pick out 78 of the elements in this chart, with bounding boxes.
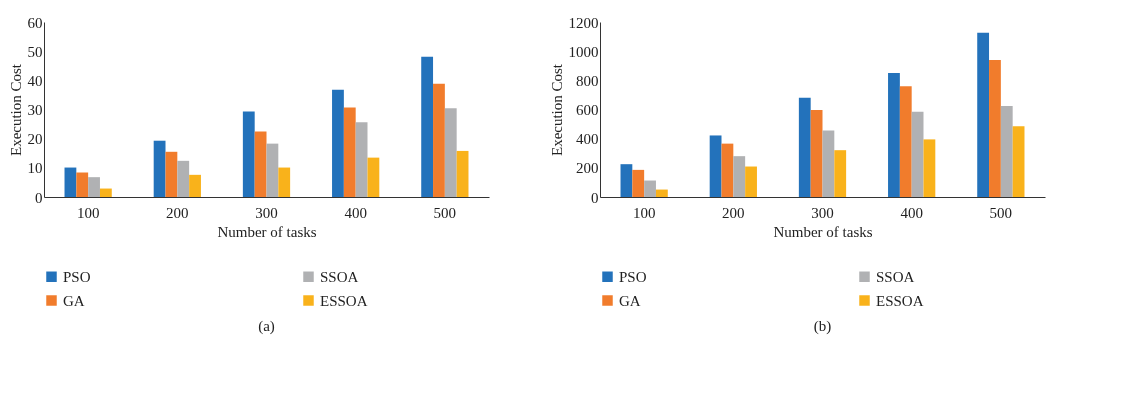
bar <box>367 157 380 197</box>
bar <box>810 110 823 197</box>
x-tick-label: 400 <box>344 204 367 221</box>
legend-label: GA <box>619 292 641 309</box>
bar <box>620 164 633 197</box>
bar <box>977 32 990 197</box>
y-tick-label: 800 <box>576 72 599 89</box>
y-tick-label: 0 <box>35 189 43 206</box>
x-tick-label: 300 <box>811 204 834 221</box>
y-axis-title: Execution Cost <box>548 63 565 157</box>
y-tick-label: 1000 <box>568 43 599 60</box>
bar <box>165 151 178 197</box>
x-tick-label: 100 <box>632 204 656 221</box>
x-tick-label: 100 <box>76 204 100 221</box>
x-axis-title: Number of tasks <box>217 223 317 240</box>
legend-label: SSOA <box>320 268 359 285</box>
bar <box>989 59 1001 197</box>
bar <box>266 143 279 197</box>
y-tick-label: 1200 <box>568 14 599 31</box>
legend-label: PSO <box>63 268 91 285</box>
x-tick-label: 200 <box>166 204 189 221</box>
text: (b) <box>813 318 832 335</box>
bar <box>343 107 356 197</box>
legend-label: GA <box>63 292 85 309</box>
bar <box>655 189 668 197</box>
bar <box>822 130 835 197</box>
bar <box>332 89 344 197</box>
y-tick-label: 10 <box>27 160 43 177</box>
legend-label: PSO <box>619 268 647 285</box>
bar <box>189 174 201 197</box>
y-tick-label: 20 <box>27 131 43 148</box>
bar <box>88 177 100 197</box>
bar <box>355 122 368 197</box>
y-tick-label: 0 <box>591 189 599 206</box>
y-tick-label: 60 <box>27 14 43 31</box>
y-tick-label: 30 <box>27 102 43 118</box>
bar <box>745 166 757 197</box>
bar <box>709 135 722 197</box>
bar <box>632 169 645 197</box>
bar <box>798 97 811 197</box>
y-tick-label: 50 <box>27 43 43 60</box>
bar <box>64 167 77 197</box>
text: (a) <box>258 318 275 335</box>
bar <box>456 150 469 197</box>
x-tick-label: 500 <box>989 204 1013 221</box>
y-tick-label: 600 <box>576 102 599 118</box>
bar <box>1012 126 1025 197</box>
bar <box>433 83 445 197</box>
x-tick-label: 300 <box>255 204 278 221</box>
bar <box>254 131 267 197</box>
bar <box>644 180 656 197</box>
bar <box>99 188 112 197</box>
bar <box>899 86 912 197</box>
bar <box>153 140 166 197</box>
x-tick-label: 200 <box>722 204 745 221</box>
bar <box>444 108 457 197</box>
y-tick-label: 400 <box>576 131 599 148</box>
legend-label: ESSOA <box>320 292 368 309</box>
legend-label: SSOA <box>876 268 915 285</box>
bar <box>242 111 255 197</box>
x-tick-label: 500 <box>433 204 457 221</box>
x-tick-label: 400 <box>900 204 923 221</box>
bar <box>1000 106 1013 197</box>
bar <box>733 156 746 197</box>
y-tick-label: 40 <box>27 72 43 89</box>
bar <box>834 150 847 197</box>
bar <box>278 167 291 197</box>
bar <box>888 73 900 197</box>
bar <box>177 160 190 197</box>
x-axis-title: Number of tasks <box>773 223 873 240</box>
bar <box>923 139 936 197</box>
bar <box>911 111 924 197</box>
bar <box>421 56 434 197</box>
bar <box>721 143 734 197</box>
y-axis-title: Execution Cost <box>7 63 24 157</box>
legend-label: ESSOA <box>876 292 924 309</box>
y-tick-label: 200 <box>576 160 599 177</box>
bar <box>76 172 89 197</box>
